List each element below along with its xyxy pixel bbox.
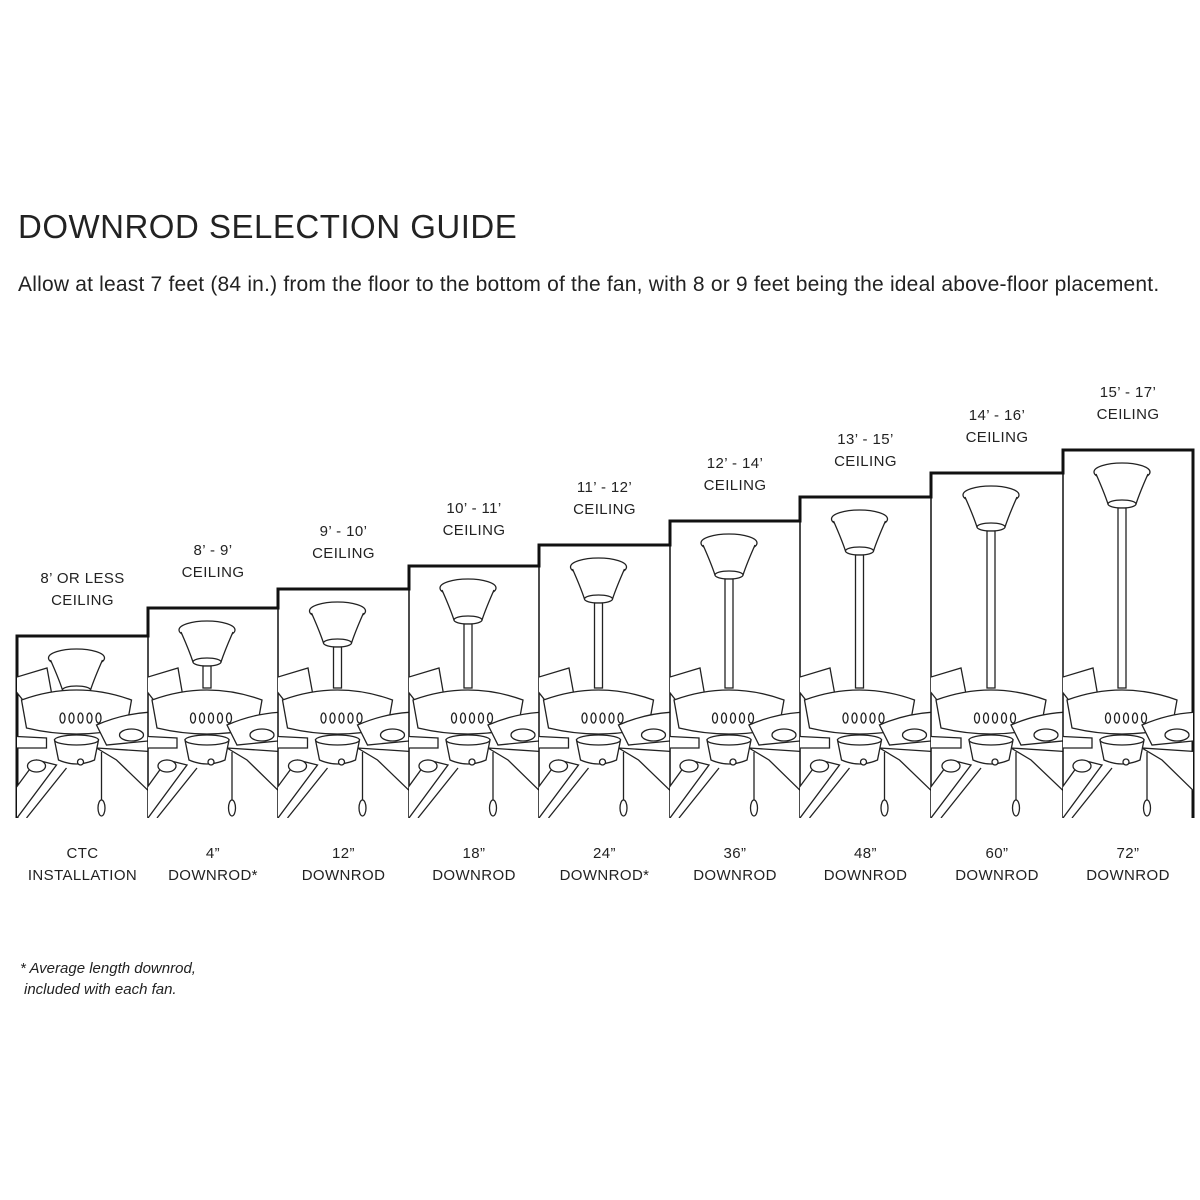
ceiling-range: 13’ - 15’: [837, 431, 894, 448]
ceiling-fan-illustration: [1063, 462, 1193, 818]
downrod: [986, 530, 996, 689]
downrod-length: 4”: [205, 845, 221, 862]
ceiling-height-label: 14’ - 16’ CEILING: [927, 405, 1067, 449]
fan-panel: [538, 545, 670, 818]
downrod: [332, 646, 343, 689]
downrod-length: 18”: [462, 845, 486, 862]
ceiling-fan-illustration: [17, 648, 148, 818]
mount-type: DOWNROD: [432, 867, 516, 884]
ceiling-height-label: 15’ - 17’ CEILING: [1058, 382, 1198, 426]
mount-type: DOWNROD: [823, 867, 908, 884]
downrod-length-label: 18” DOWNROD: [404, 843, 544, 887]
downrod-length: 60”: [985, 845, 1009, 862]
ceiling-height-label: 11’ - 12’ CEILING: [535, 477, 675, 521]
downrod-length: 36”: [723, 845, 747, 862]
downrod: [202, 665, 212, 689]
fan-panel: [1062, 450, 1193, 818]
downrod-length: 12”: [332, 845, 355, 862]
ceiling-word: CEILING: [965, 429, 1029, 446]
ceiling-range: 15’ - 17’: [1099, 384, 1157, 401]
fan-panel: [669, 521, 800, 818]
downrod-length-label: 4” DOWNROD*: [143, 843, 283, 887]
ceiling-fan-illustration: [670, 533, 800, 818]
footnote-line: * Average length downrod,: [20, 960, 196, 977]
downrod: [854, 554, 865, 689]
ceiling-fan-illustration: [931, 485, 1063, 818]
mount-type: DOWNROD: [693, 867, 777, 884]
fan-panel: [930, 473, 1063, 818]
fan-panel: [799, 497, 931, 818]
ceiling-word: CEILING: [312, 545, 375, 562]
ceiling-fan-illustration: [409, 578, 539, 818]
mount-type: DOWNROD: [955, 867, 1039, 884]
downrod-length: 48”: [854, 845, 877, 862]
mount-type: DOWNROD: [1086, 867, 1170, 884]
ceiling-height-label: 8’ - 9’ CEILING: [143, 540, 283, 584]
ceiling-word: CEILING: [442, 522, 506, 539]
ceiling-word: CEILING: [573, 501, 636, 518]
fan-panel: [147, 608, 278, 818]
fan-panel: [17, 648, 148, 818]
ceiling-fan-illustration: [539, 557, 670, 818]
downrod-length-label: 36” DOWNROD: [665, 843, 805, 887]
ceiling-height-label: 13’ - 15’ CEILING: [796, 429, 936, 473]
page-title: DOWNROD SELECTION GUIDE: [18, 208, 518, 245]
downrod-length: 24”: [593, 845, 616, 862]
ceiling-height-label: 9’ - 10’ CEILING: [274, 521, 414, 565]
ceiling-range: 9’ - 10’: [319, 523, 368, 540]
fan-panel: [408, 566, 539, 818]
downrod-length-label: 48” DOWNROD: [796, 843, 936, 887]
downrod-length-label: 60” DOWNROD: [927, 843, 1067, 887]
ceiling-height-label: 10’ - 11’ CEILING: [404, 498, 544, 542]
footnote-line: included with each fan.: [24, 981, 177, 998]
mount-type: DOWNROD*: [559, 867, 650, 884]
downrod: [593, 602, 604, 689]
footnote: * Average length downrod, included with …: [20, 958, 196, 1000]
ceiling-height-label: 12’ - 14’ CEILING: [665, 453, 805, 497]
downrod-length: CTC: [66, 845, 99, 862]
ceiling-range: 10’ - 11’: [446, 500, 502, 517]
ceiling-word: CEILING: [51, 592, 114, 609]
ceiling-height-label: 8’ OR LESS CEILING: [13, 568, 153, 612]
mount-type: INSTALLATION: [27, 867, 138, 884]
mount-type: DOWNROD*: [168, 867, 258, 884]
downrod-length: 72”: [1116, 845, 1140, 862]
ceiling-fan-illustration: [800, 509, 931, 818]
ceiling-range: 14’ - 16’: [968, 407, 1026, 424]
ceiling-range: 11’ - 12’: [576, 479, 633, 496]
intro-text: Allow at least 7 feet (84 in.) from the …: [18, 273, 1160, 296]
downrod: [724, 578, 734, 689]
ceiling-word: CEILING: [1096, 406, 1160, 423]
downrod-length-label: 12” DOWNROD: [274, 843, 414, 887]
ceiling-word: CEILING: [834, 453, 897, 470]
ceiling-word: CEILING: [703, 477, 767, 494]
downrod-length-label: CTC INSTALLATION: [13, 843, 153, 887]
ceiling-word: CEILING: [181, 564, 245, 581]
fan-panel: [277, 589, 409, 818]
ceiling-range: 12’ - 14’: [706, 455, 764, 472]
downrod: [1117, 507, 1127, 689]
downrod-length-label: 24” DOWNROD*: [535, 843, 675, 887]
ceiling-fan-illustration: [278, 601, 409, 818]
ceiling-fan-illustration: [148, 620, 278, 818]
ceiling-range: 8’ - 9’: [193, 542, 233, 559]
ceiling-range: 8’ OR LESS: [40, 570, 125, 587]
downrod-length-label: 72” DOWNROD: [1058, 843, 1198, 887]
ceiling-outline: [15, 448, 1195, 818]
downrod: [463, 623, 473, 689]
mount-type: DOWNROD: [301, 867, 386, 884]
